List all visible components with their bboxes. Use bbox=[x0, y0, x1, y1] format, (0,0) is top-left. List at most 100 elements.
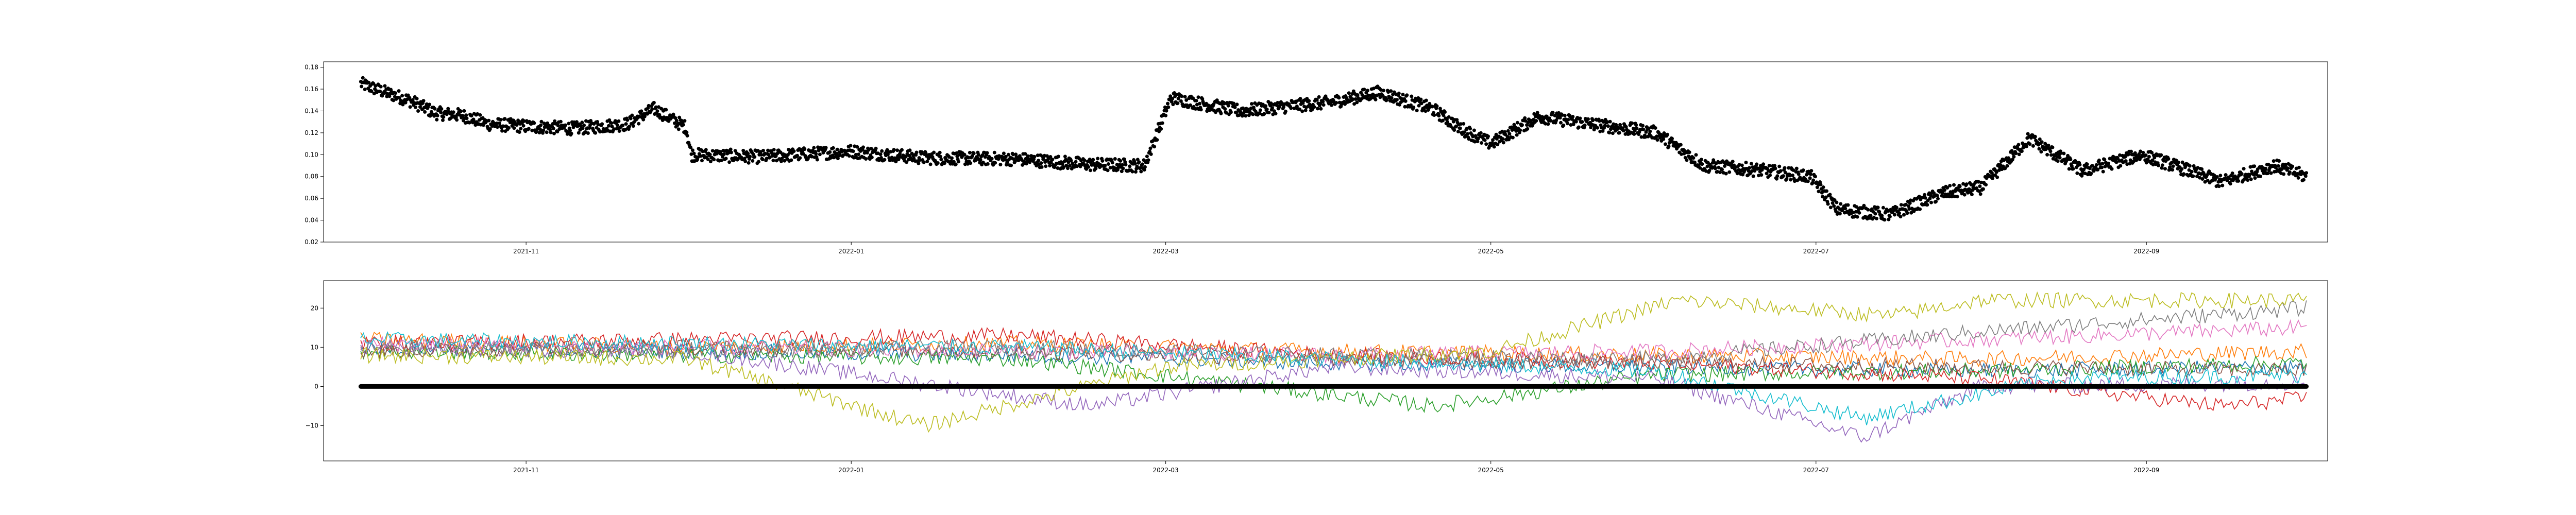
top-scatter-point bbox=[2266, 171, 2270, 176]
top-scatter-point bbox=[2123, 155, 2127, 159]
top-scatter-point bbox=[414, 105, 417, 109]
top-scatter-point bbox=[539, 123, 543, 127]
top-y-tick-label: 0.02 bbox=[304, 238, 318, 246]
top-scatter-point bbox=[2190, 169, 2194, 174]
top-scatter-point bbox=[2139, 149, 2143, 153]
top-scatter-point bbox=[1967, 187, 1971, 191]
top-scatter-point bbox=[2282, 172, 2286, 176]
top-scatter-point bbox=[1969, 183, 1973, 187]
top-scatter-point bbox=[580, 121, 584, 125]
top-scatter-point bbox=[761, 148, 765, 152]
top-scatter-point bbox=[896, 158, 901, 162]
top-scatter-point bbox=[1828, 205, 1833, 210]
top-scatter-point bbox=[2242, 167, 2246, 171]
top-scatter-point bbox=[974, 158, 978, 162]
top-scatter-point bbox=[2048, 149, 2053, 153]
top-scatter-point bbox=[676, 127, 681, 131]
top-series-layer bbox=[359, 76, 2309, 222]
top-scatter-point bbox=[2085, 162, 2089, 166]
top-scatter-point bbox=[746, 151, 750, 156]
top-scatter-point bbox=[1026, 154, 1030, 158]
top-scatter-point bbox=[664, 108, 668, 112]
top-scatter-point bbox=[674, 118, 679, 123]
top-scatter-point bbox=[745, 154, 749, 159]
top-scatter-point bbox=[1120, 169, 1124, 174]
top-scatter-point bbox=[1505, 135, 1510, 139]
top-scatter-point bbox=[519, 127, 523, 131]
top-scatter-point bbox=[2221, 183, 2225, 187]
top-scatter-point bbox=[2040, 140, 2044, 144]
top-scatter-point bbox=[488, 127, 492, 131]
top-scatter-point bbox=[700, 159, 704, 163]
top-scatter-point bbox=[1412, 105, 1416, 109]
top-scatter-point bbox=[1455, 118, 1459, 122]
top-scatter-point bbox=[1004, 154, 1008, 159]
top-scatter-point bbox=[1347, 91, 1351, 95]
top-scatter-point bbox=[1662, 131, 1666, 135]
top-scatter-point bbox=[2137, 152, 2141, 156]
top-scatter-point bbox=[415, 97, 419, 100]
top-scatter-point bbox=[1148, 146, 1153, 150]
top-scatter-point bbox=[1176, 101, 1180, 105]
top-scatter-point bbox=[955, 154, 959, 159]
top-scatter-point bbox=[692, 151, 696, 156]
top-scatter-point bbox=[1403, 99, 1408, 103]
top-scatter-point bbox=[1751, 174, 1755, 178]
bottom-x-axis-ticks: 2021-11 2022-01 2022-03 2022-05 2022-07 2022-… bbox=[513, 461, 2159, 474]
top-scatter-point bbox=[1753, 169, 1757, 173]
top-scatter-point bbox=[1040, 165, 1044, 169]
top-scatter-point bbox=[1135, 164, 1139, 168]
top-scatter-point bbox=[2005, 164, 2009, 168]
top-scatter-point bbox=[499, 118, 503, 122]
top-scatter-point bbox=[598, 130, 602, 134]
top-scatter-point bbox=[2253, 176, 2257, 180]
top-scatter-point bbox=[1139, 166, 1142, 170]
top-scatter-point bbox=[1515, 121, 1519, 125]
top-scatter-point bbox=[1262, 112, 1266, 116]
top-scatter-point bbox=[968, 150, 972, 154]
top-scatter-point bbox=[1110, 161, 1114, 165]
top-plot-frame bbox=[323, 61, 2328, 243]
top-scatter-point bbox=[1133, 170, 1138, 174]
bottom-x-tick-label: 2022-07 bbox=[1803, 467, 1829, 474]
top-scatter-point bbox=[2031, 144, 2035, 148]
top-scatter-point bbox=[1446, 121, 1450, 124]
top-scatter-point bbox=[1063, 154, 1067, 159]
top-scatter-point bbox=[1443, 110, 1447, 114]
top-scatter-point bbox=[1740, 163, 1744, 167]
top-scatter-point bbox=[555, 130, 560, 134]
top-scatter-point bbox=[1382, 89, 1385, 93]
top-scatter-point bbox=[992, 150, 996, 154]
top-scatter-point bbox=[2089, 171, 2093, 176]
top-scatter-point bbox=[1918, 207, 1922, 211]
top-scatter-point bbox=[2069, 158, 2073, 162]
top-scatter-point bbox=[1596, 126, 1600, 130]
top-scatter-point bbox=[699, 154, 703, 158]
top-scatter-point bbox=[1785, 177, 1789, 181]
top-scatter-point bbox=[779, 159, 783, 163]
top-scatter-point bbox=[1839, 202, 1843, 206]
top-scatter-point bbox=[747, 161, 751, 165]
top-scatter-point bbox=[2160, 163, 2164, 167]
top-scatter-point bbox=[464, 113, 468, 117]
top-scatter-point bbox=[2043, 142, 2047, 146]
top-scatter-point bbox=[772, 148, 776, 152]
top-scatter-point bbox=[1718, 170, 1722, 174]
top-scatter-point bbox=[1691, 156, 1696, 160]
top-scatter-point bbox=[1778, 169, 1783, 173]
top-scatter-point bbox=[1644, 130, 1648, 134]
top-scatter-point bbox=[1855, 205, 1859, 209]
top-scatter-point bbox=[1955, 195, 1959, 199]
top-scatter-point bbox=[1749, 162, 1753, 166]
top-scatter-point bbox=[2287, 170, 2292, 174]
top-scatter-point bbox=[1641, 124, 1645, 128]
top-scatter-point bbox=[1715, 169, 1719, 174]
top-scatter-point bbox=[1809, 172, 1812, 176]
top-scatter-point bbox=[1283, 109, 1287, 113]
top-scatter-point bbox=[1875, 216, 1878, 220]
top-scatter-point bbox=[1866, 208, 1870, 212]
top-scatter-point bbox=[2228, 182, 2232, 186]
top-scatter-point bbox=[1171, 102, 1175, 107]
top-scatter-point bbox=[433, 107, 437, 111]
